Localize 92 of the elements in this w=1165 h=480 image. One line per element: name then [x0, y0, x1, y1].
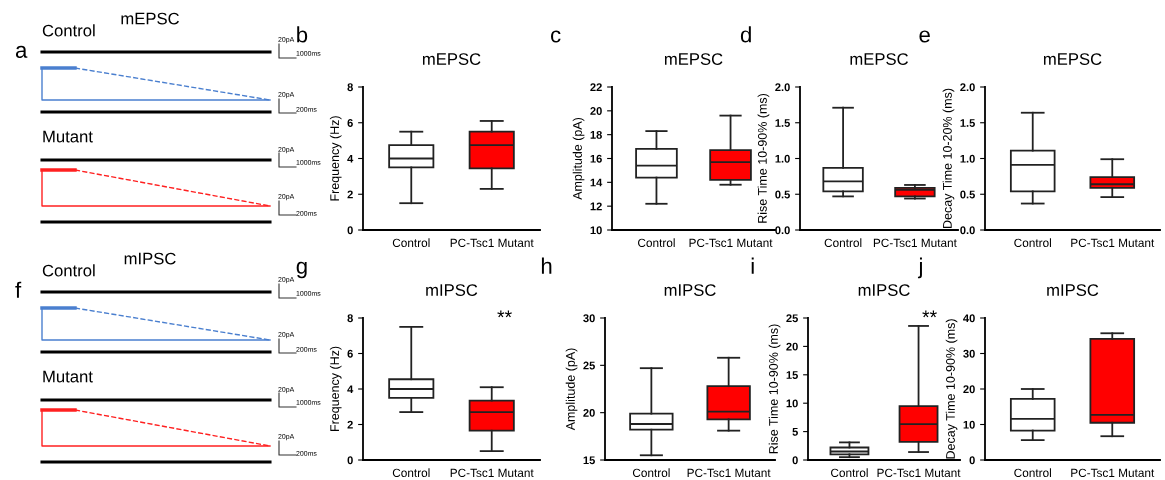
y-axis-title: Frequency (Hz) — [329, 346, 342, 432]
chart-title: mEPSC — [422, 53, 481, 65]
y-tick-label: 25 — [786, 314, 798, 323]
y-tick-label: 20 — [590, 107, 602, 115]
chart-title: mEPSC — [664, 53, 723, 65]
x-tick-label: PC-Tsc1 Mutant — [877, 468, 961, 477]
y-tick-label: 0.5 — [775, 190, 790, 199]
text: ** — [922, 310, 937, 318]
y-tick-label: 2.0 — [960, 83, 975, 92]
y-tick-label: 5 — [792, 427, 798, 436]
x-tick-label: Control — [392, 238, 430, 247]
y-tick-label: 10 — [963, 420, 975, 429]
x-tick-label: PC-Tsc1 Mutant — [450, 468, 534, 477]
y-tick-label: 0.5 — [960, 190, 975, 199]
text: d — [740, 26, 751, 43]
text: Control — [42, 24, 95, 37]
y-tick-label: 25 — [583, 361, 595, 370]
x-tick-label: PC-Tsc1 Mutant — [873, 238, 957, 247]
y-tick-label: 1.5 — [775, 119, 790, 127]
chart-title: mEPSC — [850, 53, 908, 65]
text: j — [917, 257, 922, 279]
text: i — [751, 257, 754, 274]
text: h — [541, 257, 552, 274]
text: g — [296, 261, 307, 279]
y-axis-title: Decay Time 10-90% (ms) — [945, 319, 958, 459]
text: mIPSC — [124, 252, 176, 265]
y-tick-label: 6 — [347, 119, 353, 127]
y-tick-label: 0 — [792, 456, 798, 465]
y-tick-label: 10 — [590, 226, 602, 235]
text: b — [297, 26, 308, 43]
chart-title: mEPSC — [1043, 53, 1102, 65]
y-tick-label: 0.0 — [960, 226, 975, 235]
y-axis-title: Frequency (Hz) — [329, 116, 342, 201]
x-tick-label: Control — [831, 468, 868, 477]
x-tick-label: PC-Tsc1 Mutant — [687, 468, 771, 477]
x-tick-label: Control — [824, 238, 862, 247]
text: Mutant — [43, 370, 93, 383]
x-tick-label: Control — [1014, 238, 1051, 247]
y-tick-label: 8 — [347, 83, 353, 92]
y-tick-label: 12 — [590, 202, 602, 211]
y-tick-label: 0 — [347, 456, 353, 465]
text: f — [15, 281, 22, 298]
y-tick-label: 10 — [786, 399, 798, 408]
chart-title: mIPSC — [426, 284, 478, 296]
text: e — [919, 30, 930, 43]
y-axis-title: Rise Time 10-90% (ms) — [757, 93, 770, 223]
x-tick-label: Control — [638, 238, 675, 247]
chart-title: mIPSC — [664, 284, 716, 296]
y-tick-label: 1.0 — [775, 154, 790, 163]
y-tick-label: 2 — [347, 420, 353, 429]
chart-title: mIPSC — [858, 284, 910, 296]
y-tick-label: 40 — [963, 314, 975, 323]
y-tick-label: 1.5 — [960, 119, 975, 127]
text: ** — [497, 310, 512, 318]
y-tick-label: 8 — [347, 314, 353, 323]
text: mEPSC — [121, 12, 179, 25]
x-tick-label: Control — [1014, 468, 1051, 477]
y-tick-label: 14 — [590, 178, 603, 187]
x-tick-label: PC-Tsc1 Mutant — [1071, 468, 1155, 477]
y-tick-label: 2 — [347, 190, 353, 199]
y-tick-label: 6 — [347, 349, 353, 358]
y-tick-label: 0.0 — [775, 226, 790, 235]
y-tick-label: 0 — [969, 456, 975, 465]
text: a — [15, 45, 28, 58]
y-tick-label: 20 — [786, 342, 798, 351]
y-tick-label: 1.0 — [960, 154, 975, 163]
y-tick-label: 15 — [786, 371, 798, 379]
x-tick-label: PC-Tsc1 Mutant — [689, 238, 773, 247]
x-tick-label: Control — [392, 468, 430, 477]
y-axis-title: Amplitude (pA) — [572, 117, 585, 200]
y-tick-label: 20 — [963, 385, 975, 394]
text: c — [551, 30, 561, 43]
chart-title: mIPSC — [1047, 284, 1099, 296]
y-tick-label: 4 — [347, 385, 354, 394]
y-tick-label: 15 — [583, 456, 595, 465]
y-tick-label: 22 — [590, 83, 602, 92]
y-tick-label: 20 — [583, 408, 595, 417]
y-axis-title: Rise Time 10-90% (ms) — [768, 324, 781, 454]
y-tick-label: 16 — [590, 154, 602, 163]
y-tick-label: 4 — [347, 154, 354, 163]
x-tick-label: Control — [632, 468, 670, 477]
y-axis-title: Amplitude (pA) — [565, 348, 578, 431]
y-tick-label: 2.0 — [775, 83, 790, 92]
x-tick-label: PC-Tsc1 Mutant — [1071, 238, 1155, 247]
y-axis-title: Decay Time 10-20% (ms) — [942, 88, 955, 228]
text: Control — [42, 264, 95, 277]
y-tick-label: 30 — [963, 349, 975, 358]
y-tick-label: 0 — [347, 226, 353, 235]
x-tick-label: PC-Tsc1 Mutant — [450, 238, 534, 247]
y-tick-label: 30 — [583, 314, 595, 323]
text: Mutant — [43, 130, 93, 143]
y-tick-label: 18 — [590, 130, 602, 139]
